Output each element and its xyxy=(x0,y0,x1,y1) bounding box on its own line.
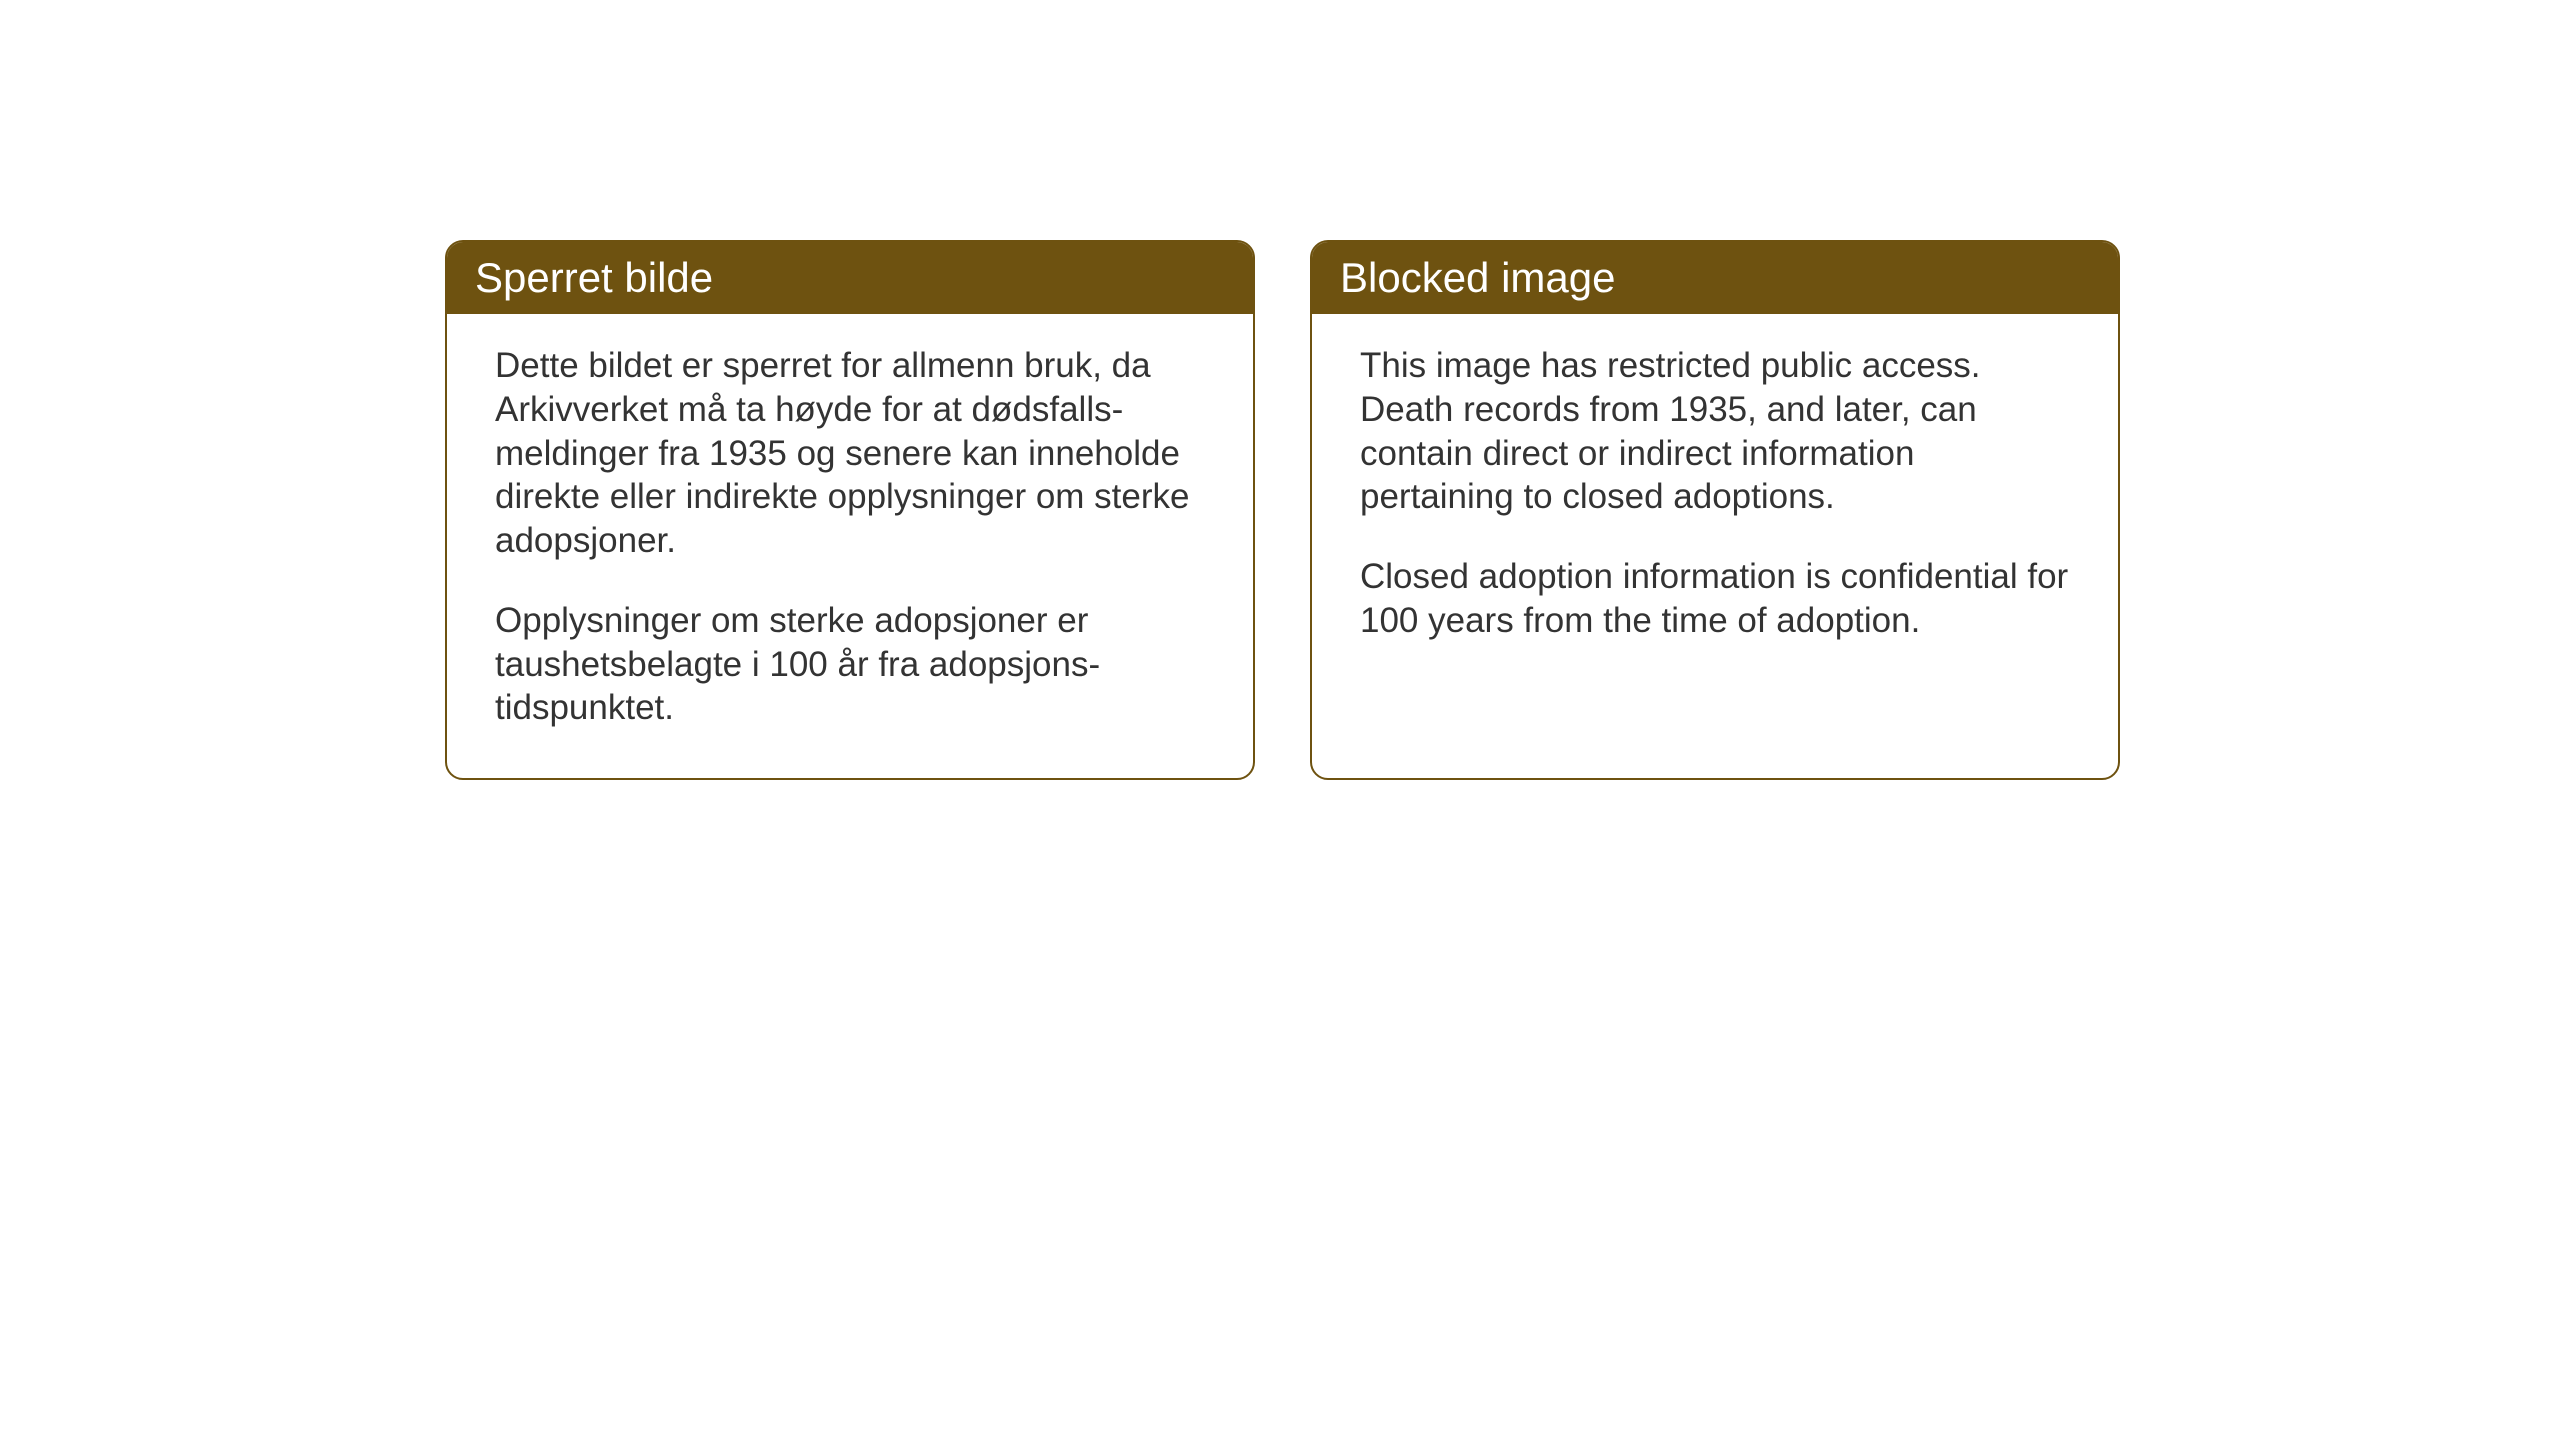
paragraph-text: Closed adoption information is confident… xyxy=(1360,555,2070,643)
paragraph-text: This image has restricted public access.… xyxy=(1360,344,2070,519)
paragraph-text: Dette bildet er sperret for allmenn bruk… xyxy=(495,344,1205,563)
paragraph-text: Opplysninger om sterke adopsjoner er tau… xyxy=(495,599,1205,730)
cards-container: Sperret bilde Dette bildet er sperret fo… xyxy=(445,240,2120,780)
card-body-english: This image has restricted public access.… xyxy=(1312,314,2118,691)
card-header-english: Blocked image xyxy=(1312,242,2118,314)
card-english: Blocked image This image has restricted … xyxy=(1310,240,2120,780)
card-body-norwegian: Dette bildet er sperret for allmenn bruk… xyxy=(447,314,1253,778)
card-norwegian: Sperret bilde Dette bildet er sperret fo… xyxy=(445,240,1255,780)
card-header-norwegian: Sperret bilde xyxy=(447,242,1253,314)
